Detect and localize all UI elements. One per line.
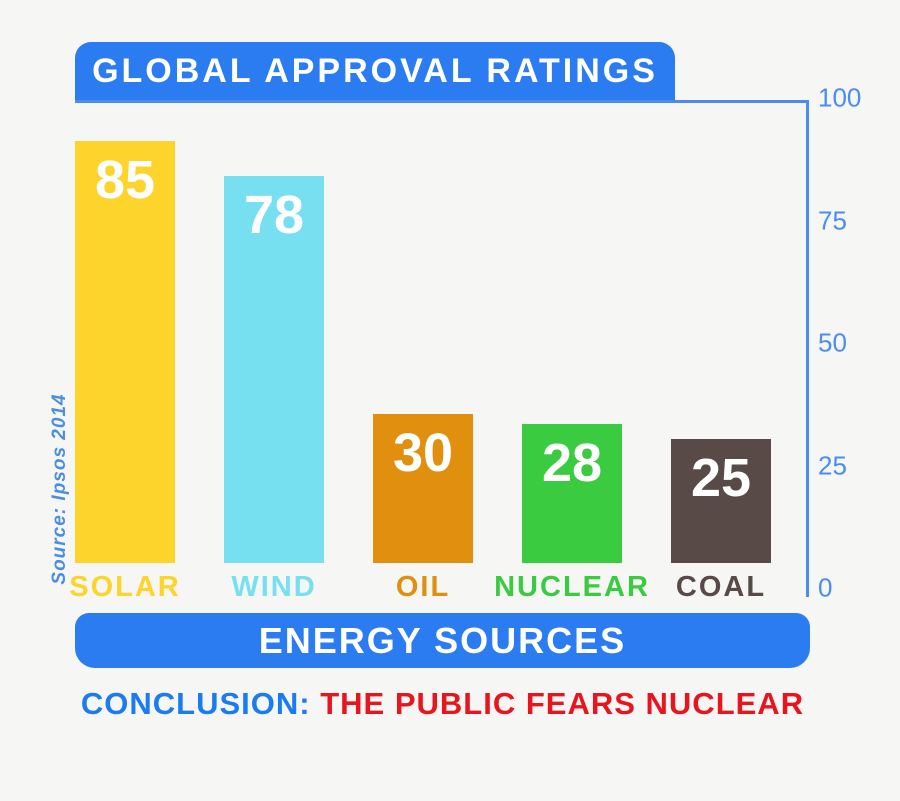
bar-value-label: 28 — [541, 433, 603, 493]
category-label-coal: COAL — [675, 571, 767, 603]
category-label-solar: SOLAR — [69, 571, 181, 603]
axis-tick-label: 25 — [818, 450, 847, 480]
conclusion-line: CONCLUSION: THE PUBLIC FEARS NUCLEAR — [0, 686, 885, 722]
axis-tick-label: 100 — [818, 82, 862, 113]
bar-value-label: 30 — [392, 423, 454, 483]
bar-solar: 85 — [75, 141, 175, 563]
bar-coal: 25 — [671, 439, 771, 563]
bar-value-label: 85 — [94, 150, 156, 210]
category-label-nuclear: NUCLEAR — [494, 571, 650, 603]
source-credit: Source: Ipsos 2014 — [49, 393, 70, 585]
axis-tick-label: 50 — [818, 327, 847, 358]
category-label-wind: WIND — [231, 571, 317, 603]
conclusion-prefix: CONCLUSION: — [80, 686, 311, 721]
category-label-oil: OIL — [395, 571, 451, 603]
conclusion-text: THE PUBLIC FEARS NUCLEAR — [310, 686, 805, 721]
chart-frame-top-line — [75, 100, 809, 103]
chart-frame-axis-line — [806, 100, 809, 597]
bar-nuclear: 28 — [522, 424, 622, 563]
title-banner: GLOBAL APPROVAL RATINGS — [75, 42, 675, 101]
chart-title: GLOBAL APPROVAL RATINGS — [92, 52, 658, 90]
x-axis-title: ENERGY SOURCES — [258, 619, 627, 661]
bar-oil: 30 — [373, 414, 473, 563]
x-axis-banner: ENERGY SOURCES — [75, 613, 810, 668]
bar-value-label: 25 — [690, 448, 752, 508]
bar-value-label: 78 — [243, 185, 305, 245]
bar-wind: 78 — [224, 176, 324, 563]
axis-tick-label: 0 — [818, 572, 833, 603]
axis-tick-label: 75 — [818, 205, 847, 235]
